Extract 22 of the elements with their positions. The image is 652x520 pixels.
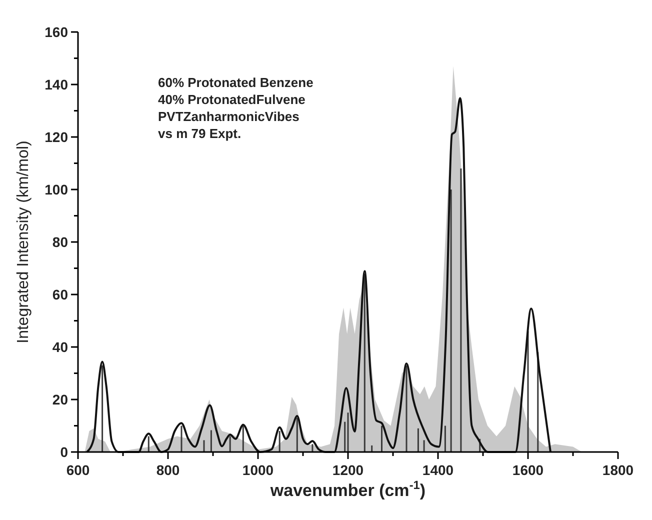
annotation: PVTZanharmonicVibes xyxy=(158,109,300,124)
x-tick-label: 800 xyxy=(156,462,180,478)
y-axis-title: Integrated Intensity (km/mol) xyxy=(15,140,32,344)
x-tick-label: 1000 xyxy=(242,462,274,478)
y-tick-label: 160 xyxy=(44,24,68,40)
y-tick-label: 60 xyxy=(52,286,68,302)
annotation: 40% ProtonatedFulvene xyxy=(158,92,306,107)
x-tick-label: 1200 xyxy=(332,462,364,478)
x-tick-label: 600 xyxy=(66,462,90,478)
x-axis-title: wavenumber (cm$^{-1}$) xyxy=(269,478,426,500)
x-tick-label: 1800 xyxy=(602,462,634,478)
y-tick-label: 0 xyxy=(60,444,68,460)
y-tick-label: 140 xyxy=(44,76,68,92)
x-tick-label: 1600 xyxy=(512,462,544,478)
y-tick-label: 40 xyxy=(52,339,68,355)
y-tick-label: 80 xyxy=(52,234,68,250)
annotation: 60% Protonated Benzene xyxy=(158,75,314,90)
x-tick-label: 1400 xyxy=(422,462,454,478)
y-tick-label: 100 xyxy=(44,182,68,198)
annotation: vs m 79 Expt. xyxy=(158,126,242,141)
y-tick-label: 20 xyxy=(52,392,68,408)
y-tick-label: 120 xyxy=(44,129,68,145)
